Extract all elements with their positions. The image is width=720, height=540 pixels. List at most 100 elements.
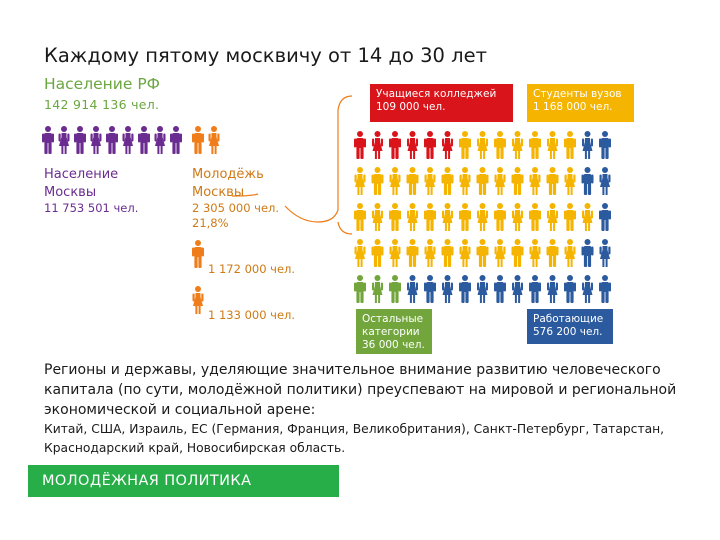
female-person-icon	[529, 239, 541, 267]
youth-count: 2 305 000 чел. 21,8%	[192, 201, 279, 231]
person-icon	[441, 239, 454, 267]
person-icon	[354, 203, 366, 231]
person-icon	[406, 167, 419, 195]
person-icon	[459, 275, 471, 303]
female-person-icon	[424, 239, 436, 267]
female-person-icon	[512, 203, 523, 231]
female-person-icon	[459, 167, 471, 195]
person-icon	[511, 167, 524, 195]
person-icon	[192, 126, 204, 154]
moscow-population-count: 11 753 501 чел.	[44, 201, 139, 215]
person-icon	[424, 275, 436, 303]
person-icon	[389, 275, 401, 303]
working-youth-box: Работающие 576 200 чел.	[527, 309, 613, 344]
female-person-icon	[599, 167, 611, 195]
female-person-icon	[122, 126, 134, 154]
person-icon	[406, 239, 419, 267]
college-students-label: Учащиеся колледжей	[376, 88, 497, 100]
youth-label-line2: Москвы	[192, 185, 245, 200]
female-person-icon	[442, 203, 453, 231]
male-youth-count: 1 172 000 чел.	[208, 262, 296, 276]
person-icon	[546, 167, 559, 195]
female-person-icon	[192, 286, 204, 314]
person-icon	[529, 131, 541, 159]
person-icon	[170, 126, 182, 154]
other-categories-box: Остальные категории 36 000 чел.	[356, 309, 432, 354]
college-students-count: 109 000 чел.	[376, 101, 446, 113]
university-students-count: 1 168 000 чел.	[533, 101, 613, 113]
person-icon	[581, 239, 594, 267]
university-students-label: Студенты вузов	[533, 88, 622, 100]
other-categories-label-1: Остальные	[362, 313, 424, 325]
female-person-icon	[512, 275, 523, 303]
female-person-icon	[208, 126, 220, 154]
person-icon	[564, 203, 576, 231]
person-icon	[599, 131, 611, 159]
person-icon	[476, 167, 489, 195]
person-icon	[389, 131, 401, 159]
female-person-icon	[354, 167, 366, 195]
female-person-icon	[389, 239, 401, 267]
university-students-box: Студенты вузов 1 168 000 чел.	[527, 84, 634, 122]
female-person-icon	[564, 167, 576, 195]
person-icon	[42, 126, 54, 154]
person-icon	[459, 203, 471, 231]
person-icon	[441, 167, 454, 195]
female-youth-count: 1 133 000 чел.	[208, 308, 296, 322]
female-person-icon	[477, 203, 488, 231]
female-person-icon	[477, 275, 488, 303]
youth-label: Молодёжь Москвы	[192, 166, 264, 202]
person-icon	[371, 167, 384, 195]
rf-population-label: Население РФ	[44, 75, 161, 93]
person-icon	[494, 275, 506, 303]
rf-population-icons	[42, 126, 220, 154]
other-categories-count: 36 000 чел.	[362, 339, 425, 351]
female-person-icon	[424, 167, 436, 195]
female-person-icon	[459, 239, 471, 267]
moscow-label-line1: Население	[44, 167, 119, 182]
person-icon	[192, 240, 204, 268]
rf-population-count: 142 914 136 чел.	[44, 97, 160, 112]
youth-percent: 21,8%	[192, 216, 229, 230]
person-icon	[371, 239, 384, 267]
other-categories-label-2: категории	[362, 326, 420, 338]
person-icon	[424, 131, 436, 159]
person-icon	[529, 275, 541, 303]
person-icon	[529, 203, 541, 231]
female-person-icon	[512, 131, 523, 159]
footer-banner: МОЛОДЁЖНАЯ ПОЛИТИКА	[28, 465, 339, 497]
male-youth-icon-group	[192, 240, 204, 268]
youth-connector	[231, 95, 353, 235]
female-person-icon	[372, 275, 383, 303]
person-icon	[389, 203, 401, 231]
female-person-icon	[494, 239, 506, 267]
youth-count-value: 2 305 000 чел.	[192, 201, 280, 215]
person-icon	[564, 275, 576, 303]
examples-list: Китай, США, Израиль, ЕС (Германия, Франц…	[44, 422, 665, 455]
person-icon	[599, 203, 611, 231]
female-person-icon	[582, 203, 593, 231]
curly-brace	[284, 95, 353, 223]
person-icon	[494, 131, 506, 159]
female-person-icon	[354, 239, 366, 267]
person-icon	[564, 131, 576, 159]
female-person-icon	[407, 203, 418, 231]
female-person-icon	[442, 275, 453, 303]
female-person-icon	[529, 167, 541, 195]
person-icon	[354, 131, 366, 159]
person-icon	[424, 203, 436, 231]
person-icon	[599, 275, 611, 303]
female-youth-icon-group	[192, 286, 204, 314]
female-person-icon	[389, 167, 401, 195]
pointer-line	[231, 193, 259, 197]
page-title: Каждому пятому москвичу от 14 до 30 лет	[44, 44, 487, 67]
person-icon	[74, 126, 86, 154]
female-person-icon	[547, 203, 558, 231]
youth-label-line1: Молодёжь	[192, 167, 264, 182]
female-person-icon	[599, 239, 611, 267]
female-person-icon	[372, 131, 383, 159]
female-person-icon	[564, 239, 576, 267]
college-students-box: Учащиеся колледжей 109 000 чел.	[370, 84, 513, 122]
female-person-icon	[90, 126, 102, 154]
working-youth-count: 576 200 чел.	[533, 326, 603, 338]
